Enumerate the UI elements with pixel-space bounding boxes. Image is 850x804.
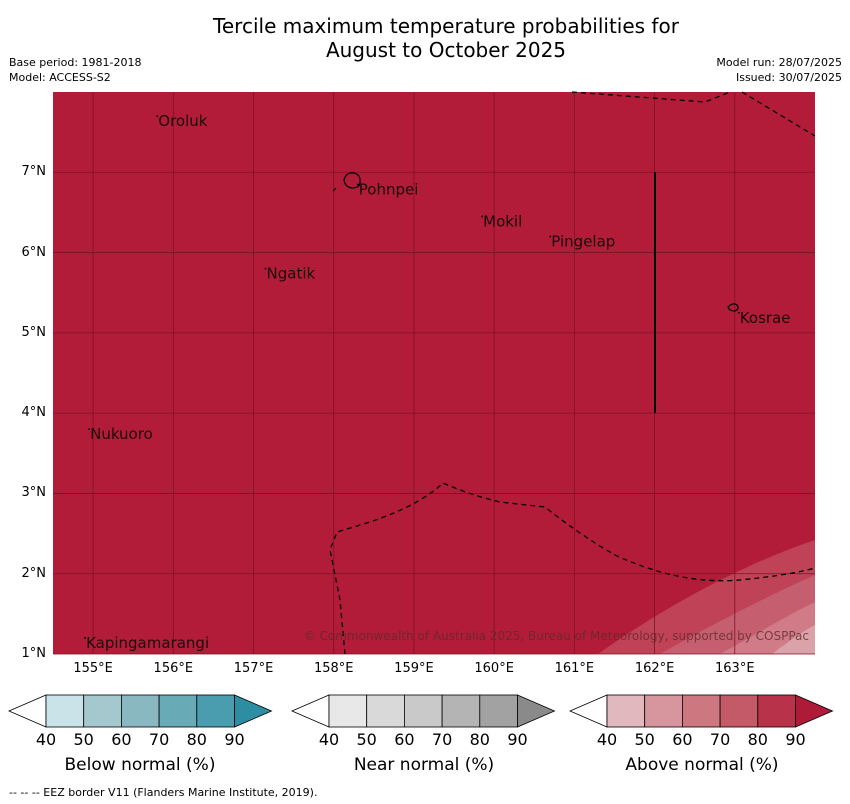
colorbar-tick: 70 <box>148 730 170 749</box>
colorbar-segment <box>479 694 518 728</box>
colorbar-tick: 90 <box>507 730 528 749</box>
colorbar-tick: 40 <box>35 730 57 749</box>
shade-band-40 <box>772 625 815 654</box>
place-labels: Oroluk Pohnpei Mokil Pingelap Ngatik Kosrae Nu… <box>84 112 790 652</box>
title-line-1: Tercile maximum temperature probabilitie… <box>213 14 679 38</box>
colorbar-segment <box>606 694 646 728</box>
colorbar-tick: 90 <box>224 730 245 749</box>
copyright-text: © Commonwealth of Australia 2025, Bureau… <box>304 629 809 643</box>
eez-borders <box>329 91 816 655</box>
lon-tick-label: 157°E <box>233 661 274 676</box>
lon-tick-label: 161°E <box>554 661 595 676</box>
lat-tick-label: 1°N <box>21 646 47 661</box>
place-marker <box>88 428 90 431</box>
eez-border-south <box>329 482 816 655</box>
above-normal-title: Above normal (%) <box>625 755 779 775</box>
colorbar-tick: 60 <box>672 730 693 749</box>
base-period: Base period: 1981-2018 <box>9 56 142 69</box>
lon-tick-label: 158°E <box>313 661 354 676</box>
place-label: Mokil <box>483 212 522 230</box>
colorbar-tick: 50 <box>634 730 655 749</box>
colorbars <box>7 694 834 728</box>
colorbar-upper-extend <box>234 694 273 728</box>
pohnpei-island <box>343 172 361 189</box>
place-marker <box>481 215 484 218</box>
near-normal-title: Near normal (%) <box>353 755 495 775</box>
place-marker <box>737 311 740 314</box>
issued-date: Issued: 30/07/2025 <box>735 71 842 84</box>
model-name: Model: ACCESS-S2 <box>9 71 111 84</box>
colorbar-tick: 50 <box>73 730 94 749</box>
colorbar-lower-extend <box>7 694 47 728</box>
colorbar-tick: 60 <box>111 730 132 749</box>
colorbar-segment <box>719 694 759 728</box>
colorbar-segment <box>328 694 368 728</box>
lon-tick-label: 162°E <box>634 661 675 676</box>
colorbar-segment <box>121 694 160 728</box>
lon-tick-label: 160°E <box>474 661 514 676</box>
lat-tick-label: 6°N <box>21 244 47 260</box>
place-label: Pohnpei <box>359 180 419 198</box>
place-marker <box>264 267 267 270</box>
pohnpei-islet <box>332 187 337 192</box>
place-marker <box>356 183 359 186</box>
colorbar-tick: 80 <box>469 730 490 749</box>
colorbar-tick: 90 <box>785 730 806 749</box>
colorbar-tick: 40 <box>318 730 340 749</box>
place-label: Ngatik <box>267 265 316 283</box>
colorbar-segment <box>644 694 683 728</box>
colorbar-segment <box>682 694 721 728</box>
colorbar-tick: 60 <box>394 730 415 749</box>
island-outlines <box>332 172 739 312</box>
colorbar-lower-extend <box>290 694 330 728</box>
colorbar-lower-extend <box>568 694 608 728</box>
colorbar-segment <box>757 694 796 728</box>
colorbar-segment <box>196 694 235 728</box>
lon-tick-label: 155°E <box>73 661 113 676</box>
lat-tick-label: 4°N <box>21 405 47 421</box>
place-label: Pingelap <box>551 233 615 251</box>
map-background <box>53 92 815 654</box>
colorbar-segment <box>158 694 198 728</box>
place-marker <box>156 115 159 117</box>
place-marker <box>549 235 552 238</box>
map-title: Tercile maximum temperature probabilitie… <box>0 14 850 62</box>
place-label: Kapingamarangi <box>86 634 209 652</box>
lat-tick-label: 3°N <box>21 485 47 501</box>
colorbar-segment <box>366 694 405 728</box>
place-marker <box>84 637 86 639</box>
lat-tick-label: 2°N <box>21 565 47 581</box>
lower-right-shading <box>598 540 815 654</box>
colorbar-segment <box>45 694 85 728</box>
colorbar-upper-extend <box>795 694 834 728</box>
place-label: Nukuoro <box>90 425 153 443</box>
place-label: Oroluk <box>158 112 207 130</box>
meta-left: Base period: 1981-2018 Model: ACCESS-S2 <box>9 55 141 85</box>
lat-tick-label: 5°N <box>21 324 47 340</box>
below-normal-title: Below normal (%) <box>64 755 216 775</box>
colorbar-tick: 40 <box>596 730 618 749</box>
lat-tick-label: 7°N <box>21 164 47 180</box>
title-line-2: August to October 2025 <box>325 38 567 62</box>
model-run: Model run: 28/07/2025 <box>716 56 842 69</box>
eez-footnote: -- -- -- EEZ border V11 (Flanders Marine… <box>9 786 318 799</box>
colorbar-tick: 70 <box>431 730 453 749</box>
colorbar-segment <box>441 694 481 728</box>
colorbar-segment <box>403 694 443 728</box>
graticule <box>53 92 815 655</box>
place-label: Kosrae <box>740 309 791 327</box>
colorbar-tick: 70 <box>709 730 731 749</box>
lon-tick-label: 159°E <box>394 661 434 676</box>
colorbar-tick: 80 <box>186 730 207 749</box>
meta-right: Model run: 28/07/2025 Issued: 30/07/2025 <box>716 55 842 85</box>
colorbar-tick: 50 <box>356 730 377 749</box>
lon-tick-label: 156°E <box>153 661 194 676</box>
colorbar-tick: 80 <box>747 730 768 749</box>
colorbar-segment <box>83 694 122 728</box>
lon-tick-label: 163°E <box>715 661 755 676</box>
kosrae-island <box>727 303 739 312</box>
colorbar-upper-extend <box>517 694 556 728</box>
